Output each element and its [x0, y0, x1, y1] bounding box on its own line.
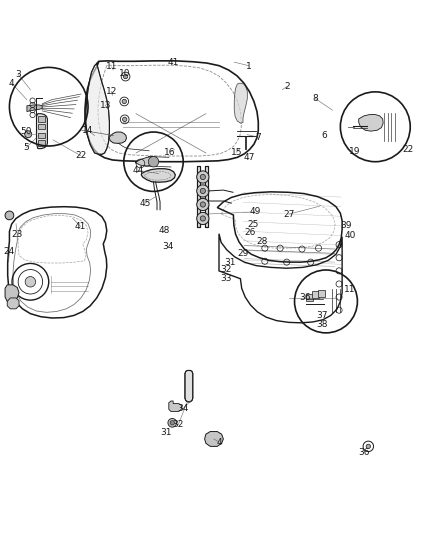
Text: 31: 31 — [160, 428, 172, 437]
Text: 39: 39 — [341, 221, 352, 230]
Text: 23: 23 — [11, 230, 23, 239]
Text: 1: 1 — [246, 62, 251, 71]
Text: 16: 16 — [164, 148, 176, 157]
Text: 11: 11 — [106, 62, 117, 71]
Text: 28: 28 — [256, 237, 268, 246]
Text: 2: 2 — [284, 82, 290, 91]
Circle shape — [200, 202, 205, 207]
Polygon shape — [109, 132, 127, 143]
Text: 6: 6 — [322, 131, 328, 140]
Text: 5: 5 — [23, 143, 29, 152]
Polygon shape — [38, 124, 45, 130]
Text: 13: 13 — [100, 101, 111, 110]
Text: 31: 31 — [224, 257, 236, 266]
Polygon shape — [27, 105, 42, 111]
Text: 45: 45 — [139, 199, 151, 208]
Text: 49: 49 — [249, 207, 261, 216]
Polygon shape — [38, 133, 45, 138]
Polygon shape — [197, 166, 200, 227]
Text: 14: 14 — [82, 126, 94, 135]
Text: 48: 48 — [159, 226, 170, 235]
Polygon shape — [38, 140, 45, 146]
Polygon shape — [7, 298, 19, 309]
Text: 44: 44 — [133, 166, 144, 175]
Text: 10: 10 — [119, 69, 130, 78]
Circle shape — [197, 198, 209, 211]
Polygon shape — [169, 401, 181, 411]
Polygon shape — [135, 157, 158, 166]
Text: 37: 37 — [317, 311, 328, 320]
Circle shape — [200, 216, 205, 221]
Circle shape — [366, 444, 371, 449]
Text: 12: 12 — [106, 87, 117, 96]
Polygon shape — [205, 166, 208, 227]
Text: 34: 34 — [162, 243, 173, 252]
Text: 26: 26 — [244, 228, 255, 237]
Text: 8: 8 — [312, 94, 318, 103]
Circle shape — [200, 174, 205, 180]
Text: 32: 32 — [173, 420, 184, 429]
Text: 32: 32 — [220, 265, 231, 274]
Polygon shape — [86, 61, 110, 154]
Text: 25: 25 — [247, 220, 259, 229]
Polygon shape — [359, 115, 383, 131]
Text: 38: 38 — [317, 320, 328, 329]
Text: 36: 36 — [358, 448, 370, 457]
Polygon shape — [318, 290, 325, 297]
Polygon shape — [185, 370, 193, 402]
Polygon shape — [234, 83, 247, 123]
Circle shape — [197, 171, 209, 183]
Text: 22: 22 — [402, 145, 413, 154]
Text: 40: 40 — [344, 231, 356, 240]
Circle shape — [197, 185, 209, 197]
Circle shape — [122, 99, 127, 103]
Text: 4: 4 — [9, 79, 14, 87]
Circle shape — [168, 418, 177, 427]
Circle shape — [5, 211, 14, 220]
Circle shape — [25, 277, 35, 287]
Text: 50: 50 — [20, 127, 32, 136]
Polygon shape — [311, 292, 318, 298]
Text: 24: 24 — [4, 247, 15, 256]
Polygon shape — [205, 432, 223, 446]
Text: 34: 34 — [177, 404, 189, 413]
Circle shape — [124, 75, 128, 79]
Text: 47: 47 — [244, 154, 255, 162]
Polygon shape — [141, 169, 175, 182]
Circle shape — [148, 157, 159, 167]
Circle shape — [197, 212, 209, 224]
Polygon shape — [36, 114, 47, 149]
Text: 22: 22 — [75, 151, 86, 160]
Circle shape — [123, 117, 127, 122]
Circle shape — [170, 421, 174, 425]
Text: 29: 29 — [237, 249, 249, 258]
Text: 41: 41 — [75, 222, 86, 231]
Text: 7: 7 — [255, 133, 261, 142]
Text: 15: 15 — [231, 148, 242, 157]
Text: 3: 3 — [15, 70, 21, 79]
Text: 27: 27 — [283, 209, 294, 219]
Circle shape — [200, 188, 205, 193]
Polygon shape — [5, 285, 19, 302]
Text: 33: 33 — [220, 274, 231, 283]
Polygon shape — [38, 116, 45, 122]
Text: 4: 4 — [216, 438, 222, 447]
Circle shape — [25, 131, 32, 138]
Text: 41: 41 — [167, 58, 179, 67]
Text: 11: 11 — [344, 285, 356, 294]
Text: 19: 19 — [349, 147, 360, 156]
Text: 36: 36 — [299, 294, 311, 302]
Polygon shape — [306, 294, 313, 302]
